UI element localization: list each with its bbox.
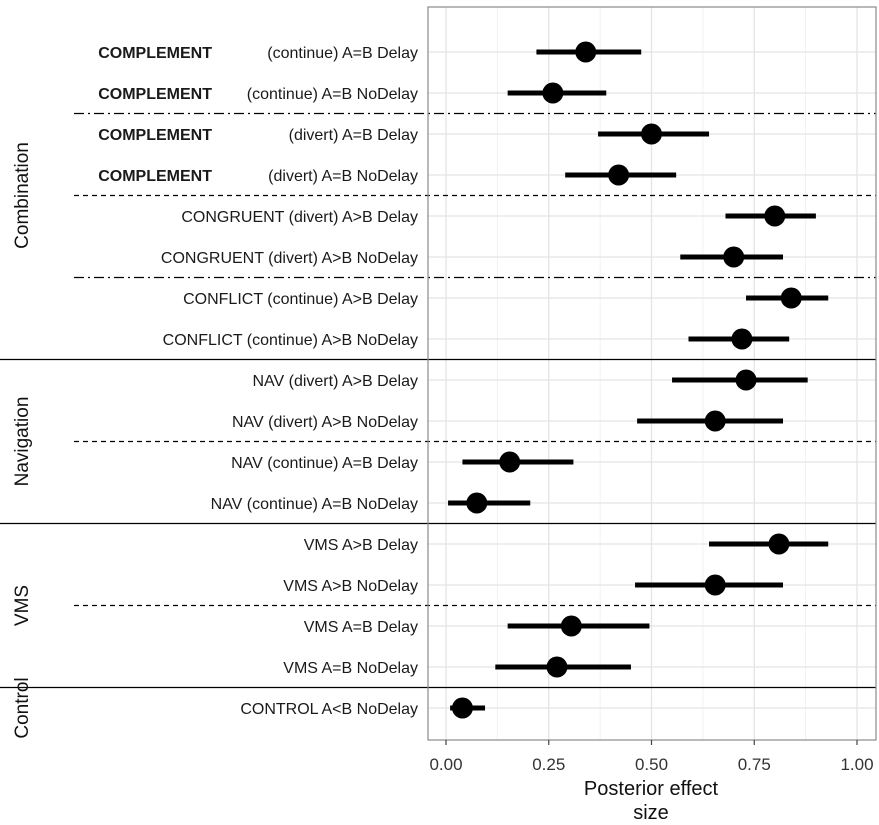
row-label-prefix: COMPLEMENT xyxy=(98,127,212,144)
estimate-point-10 xyxy=(499,451,521,473)
row-label-11: NAV (continue) A=B NoDelay xyxy=(211,496,418,513)
x-tick-label-1: 0.25 xyxy=(532,755,565,774)
x-tick-label-2: 0.50 xyxy=(635,755,668,774)
row-label-text: NAV (continue) A=B NoDelay xyxy=(211,496,418,513)
row-label-13: VMS A>B NoDelay xyxy=(283,578,418,595)
x-axis-ticks: 0.00 0.25 0.50 0.75 1.00 xyxy=(429,740,874,774)
row-label-9: NAV (divert) A>B NoDelay xyxy=(232,414,418,431)
row-label-text: CONFLICT (continue) A>B NoDelay xyxy=(163,332,418,349)
row-label-text: VMS A=B Delay xyxy=(304,619,418,636)
x-tick-label-3: 0.75 xyxy=(738,755,771,774)
row-label-text: CONTROL A<B NoDelay xyxy=(240,701,418,718)
row-label-7: CONFLICT (continue) A>B NoDelay xyxy=(163,332,418,349)
row-label-16: CONTROL A<B NoDelay xyxy=(240,701,418,718)
estimate-point-5 xyxy=(723,246,745,268)
estimate-point-15 xyxy=(546,656,568,678)
row-label-5: CONGRUENT (divert) A>B NoDelay xyxy=(161,250,418,267)
group-label-vms: VMS xyxy=(12,585,33,626)
estimate-point-12 xyxy=(768,533,790,555)
group-label-combination: Combination xyxy=(12,142,33,249)
row-label-text: NAV (divert) A>B NoDelay xyxy=(232,414,418,431)
row-labels: COMPLEMENT (continue) A=B DelayCOMPLEMENT… xyxy=(98,45,418,718)
group-label-navigation: Navigation xyxy=(12,397,33,487)
group-label-control: Control xyxy=(12,677,33,738)
row-label-text: VMS A>B NoDelay xyxy=(283,578,418,595)
row-separators xyxy=(0,112,876,689)
row-label-4: CONGRUENT (divert) A>B Delay xyxy=(181,209,418,226)
estimate-point-11 xyxy=(466,492,488,514)
row-label-12: VMS A>B Delay xyxy=(304,537,418,554)
row-label-2: COMPLEMENT (divert) A=B Delay xyxy=(98,127,418,144)
row-label-15: VMS A=B NoDelay xyxy=(283,660,418,677)
estimate-point-7 xyxy=(731,328,753,350)
row-label-8: NAV (divert) A>B Delay xyxy=(252,373,418,390)
estimate-point-1 xyxy=(542,82,564,104)
row-label-text: VMS A=B NoDelay xyxy=(283,660,418,677)
row-label-text: VMS A>B Delay xyxy=(304,537,418,554)
row-label-text: NAV (continue) A=B Delay xyxy=(231,455,418,472)
row-label-text: CONGRUENT (divert) A>B Delay xyxy=(181,209,418,226)
estimate-point-13 xyxy=(704,574,726,596)
row-label-prefix: COMPLEMENT xyxy=(98,45,212,62)
x-axis-title-line-2: size xyxy=(633,802,669,824)
estimate-point-9 xyxy=(704,410,726,432)
estimate-marks xyxy=(448,41,829,719)
estimate-point-14 xyxy=(560,615,582,637)
row-label-prefix: COMPLEMENT xyxy=(98,86,212,103)
row-label-text: (divert) A=B Delay xyxy=(289,127,418,144)
row-label-6: CONFLICT (continue) A>B Delay xyxy=(183,291,418,308)
estimate-point-6 xyxy=(780,287,802,309)
x-tick-label-4: 1.00 xyxy=(840,755,873,774)
row-label-text: (continue) A=B NoDelay xyxy=(247,86,418,103)
row-label-text: NAV (divert) A>B Delay xyxy=(252,373,418,390)
row-label-text: (continue) A=B Delay xyxy=(267,45,418,62)
row-label-text: CONGRUENT (divert) A>B NoDelay xyxy=(161,250,418,267)
x-axis-title-line-1: Posterior effect xyxy=(584,778,719,800)
row-label-3: COMPLEMENT (divert) A=B NoDelay xyxy=(98,168,418,185)
estimate-point-16 xyxy=(451,697,473,719)
row-label-text: (divert) A=B NoDelay xyxy=(268,168,418,185)
row-label-1: COMPLEMENT (continue) A=B NoDelay xyxy=(98,86,418,103)
row-label-0: COMPLEMENT (continue) A=B Delay xyxy=(98,45,418,62)
estimate-point-2 xyxy=(641,123,662,145)
x-tick-label-0: 0.00 xyxy=(429,755,462,774)
row-label-10: NAV (continue) A=B Delay xyxy=(231,455,418,472)
estimate-point-0 xyxy=(575,41,597,63)
row-label-prefix: COMPLEMENT xyxy=(98,168,212,185)
row-label-14: VMS A=B Delay xyxy=(304,619,418,636)
row-label-text: CONFLICT (continue) A>B Delay xyxy=(183,291,418,308)
estimate-point-3 xyxy=(608,164,630,186)
estimate-point-8 xyxy=(735,369,757,391)
estimate-point-4 xyxy=(764,205,786,227)
group-labels: Combination Navigation VMS Control xyxy=(12,142,33,738)
